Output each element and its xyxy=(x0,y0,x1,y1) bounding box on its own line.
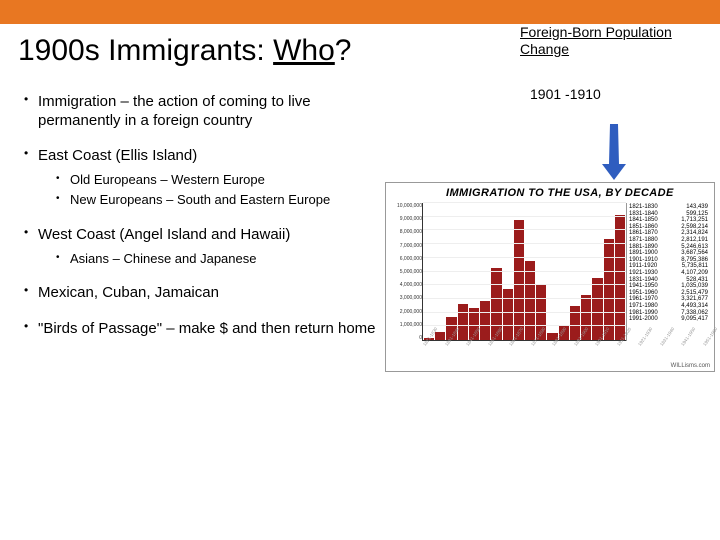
bar xyxy=(458,304,468,340)
legend-row: 1961-19703,321,677 xyxy=(629,296,708,303)
immigration-chart: IMMIGRATION TO THE USA, BY DECADE 10,000… xyxy=(385,182,715,372)
legend-row: 1871-18802,812,191 xyxy=(629,237,708,244)
legend-row: 1901-19108,795,386 xyxy=(629,257,708,264)
bullet-immigration-def: Immigration – the action of coming to li… xyxy=(24,92,378,130)
pointer-arrow-icon xyxy=(602,124,626,180)
y-tick: 2,000,000 xyxy=(400,309,422,315)
bar xyxy=(435,332,445,340)
legend-row: 1831-1940528,431 xyxy=(629,277,708,284)
bullet-west-coast-text: West Coast (Angel Island and Hawaii) xyxy=(38,226,290,243)
sub-asians: Asians – Chinese and Japanese xyxy=(56,251,378,268)
right-callout: Foreign-Born Population Change 1901 -191… xyxy=(390,24,710,108)
y-tick: 7,000,000 xyxy=(400,243,422,249)
legend-row: 1981-19907,338,062 xyxy=(629,310,708,317)
legend-row: 1821-1830143,439 xyxy=(629,204,708,211)
legend-row: 1851-18602,598,214 xyxy=(629,224,708,231)
y-tick: 4,000,000 xyxy=(400,282,422,288)
y-tick: 3,000,000 xyxy=(400,295,422,301)
bar xyxy=(592,278,602,340)
y-tick: 10,000,000 xyxy=(397,203,422,209)
bar xyxy=(480,301,490,340)
sub-old-europeans: Old Europeans – Western Europe xyxy=(56,172,378,189)
legend-row: 1891-19003,687,564 xyxy=(629,250,708,257)
legend-row: 1861-18702,314,824 xyxy=(629,230,708,237)
legend-row: 1991-20009,095,417 xyxy=(629,316,708,323)
chart-y-axis: 10,000,000 9,000,000 8,000,000 7,000,000 6,0… xyxy=(390,203,422,341)
y-tick: 6,000,000 xyxy=(400,256,422,262)
chart-title: IMMIGRATION TO THE USA, BY DECADE xyxy=(386,183,714,201)
y-tick: 1,000,000 xyxy=(400,322,422,328)
bullet-east-coast: East Coast (Ellis Island) Old Europeans … xyxy=(24,146,378,209)
bullet-column: Immigration – the action of coming to li… xyxy=(18,82,378,354)
title-prefix: 1900s Immigrants: xyxy=(18,34,273,67)
chart-legend: 1821-1830143,4391831-1840599,1251841-185… xyxy=(626,203,710,341)
callout-decade: 1901 -1910 xyxy=(530,86,710,102)
slide-body: 1900s Immigrants: Who? Immigration – the… xyxy=(0,24,720,540)
chart-plot xyxy=(422,203,626,341)
y-tick: 8,000,000 xyxy=(400,229,422,235)
chart-x-axis: 1821-18301831-18401841-18501851-18601861… xyxy=(386,341,714,349)
title-who: Who xyxy=(273,34,335,67)
bar xyxy=(525,261,535,340)
legend-row: 1911-19205,735,811 xyxy=(629,263,708,270)
bullet-birds-of-passage: "Birds of Passage" – make $ and then ret… xyxy=(24,319,378,338)
sub-new-europeans: New Europeans – South and Eastern Europe xyxy=(56,192,378,209)
legend-row: 1881-18905,246,613 xyxy=(629,244,708,251)
chart-credit: WILLisms.com xyxy=(671,363,710,369)
legend-row: 1951-19602,515,479 xyxy=(629,290,708,297)
bullet-west-coast: West Coast (Angel Island and Hawaii) Asi… xyxy=(24,225,378,267)
legend-row: 1831-1840599,125 xyxy=(629,211,708,218)
bullet-east-coast-text: East Coast (Ellis Island) xyxy=(38,147,197,164)
bullet-mexican-cuban: Mexican, Cuban, Jamaican xyxy=(24,283,378,302)
title-suffix: ? xyxy=(335,34,352,67)
bar xyxy=(615,215,625,340)
y-tick: 5,000,000 xyxy=(400,269,422,275)
legend-row: 1921-19304,107,209 xyxy=(629,270,708,277)
callout-title: Foreign-Born Population Change xyxy=(520,24,710,58)
bar xyxy=(514,220,524,340)
legend-row: 1941-19501,035,039 xyxy=(629,283,708,290)
y-tick: 9,000,000 xyxy=(400,216,422,222)
accent-bar xyxy=(0,0,720,24)
legend-row: 1841-18501,713,251 xyxy=(629,217,708,224)
legend-row: 1971-19804,493,314 xyxy=(629,303,708,310)
